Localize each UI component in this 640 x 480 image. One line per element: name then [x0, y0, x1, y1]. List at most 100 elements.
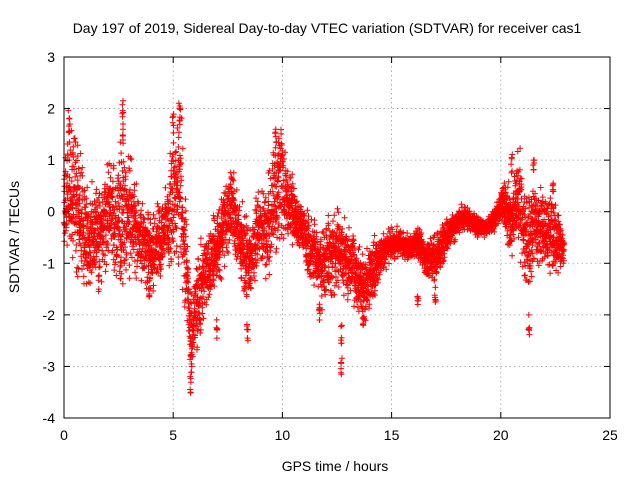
- data-point: [195, 255, 202, 262]
- data-point: [404, 230, 411, 237]
- data-point: [251, 273, 258, 279]
- data-point: [216, 254, 223, 261]
- data-point: [95, 247, 102, 253]
- data-point: [166, 262, 173, 269]
- data-point: [76, 184, 83, 191]
- data-point: [67, 217, 74, 224]
- data-point: [273, 183, 280, 190]
- data-point: [169, 119, 176, 126]
- data-point: [73, 170, 80, 177]
- data-point: [178, 177, 185, 184]
- data-point: [159, 253, 166, 260]
- data-point: [177, 155, 184, 162]
- data-point: [177, 152, 183, 159]
- data-point: [70, 143, 77, 150]
- data-point: [186, 305, 193, 312]
- data-point: [119, 168, 126, 174]
- data-point: [190, 339, 197, 346]
- data-point: [359, 251, 366, 258]
- data-point: [119, 280, 126, 287]
- data-point: [252, 277, 258, 284]
- data-point: [140, 214, 147, 221]
- data-point: [351, 303, 357, 310]
- data-point: [122, 176, 129, 183]
- data-point: [247, 274, 254, 281]
- data-point: [276, 135, 282, 142]
- data-point: [231, 197, 237, 204]
- data-point: [76, 200, 83, 207]
- data-point: [305, 266, 312, 273]
- data-point: [74, 177, 81, 184]
- data-point: [338, 359, 344, 366]
- data-point: [272, 133, 279, 140]
- data-point: [314, 239, 320, 245]
- data-point: [270, 231, 277, 238]
- data-point: [78, 169, 85, 176]
- data-point: [70, 200, 76, 207]
- data-point: [325, 212, 332, 219]
- data-point: [69, 254, 76, 261]
- data-point: [247, 280, 253, 287]
- data-point: [218, 276, 225, 282]
- data-point: [138, 207, 145, 214]
- data-point: [193, 265, 200, 272]
- data-point: [117, 181, 124, 188]
- data-point: [316, 317, 323, 323]
- data-point: [231, 188, 238, 195]
- data-point: [394, 223, 401, 230]
- data-point: [170, 238, 177, 245]
- data-point: [109, 186, 116, 193]
- data-point: [280, 235, 287, 242]
- data-point: [206, 291, 213, 298]
- data-point: [267, 247, 274, 254]
- data-point: [300, 211, 307, 218]
- data-point: [162, 201, 168, 208]
- data-point: [120, 158, 127, 165]
- data-point: [184, 272, 190, 278]
- data-point: [179, 209, 186, 216]
- data-point: [95, 194, 102, 201]
- data-point: [127, 250, 134, 257]
- data-point: [216, 249, 223, 255]
- data-point: [174, 178, 181, 185]
- data-point: [84, 184, 91, 191]
- data-point: [67, 197, 74, 203]
- data-point: [102, 232, 109, 239]
- data-point: [329, 274, 336, 281]
- data-point: [214, 213, 221, 220]
- data-point: [284, 168, 291, 175]
- data-point: [260, 190, 267, 197]
- data-point: [213, 272, 220, 279]
- data-point: [109, 247, 116, 254]
- data-point: [133, 180, 140, 187]
- data-point: [233, 186, 240, 193]
- data-point: [339, 355, 345, 362]
- data-point: [325, 263, 332, 270]
- data-point: [346, 224, 352, 231]
- data-point: [177, 195, 184, 202]
- data-point: [289, 241, 296, 248]
- data-point: [181, 240, 188, 247]
- data-point: [97, 263, 103, 270]
- data-point: [118, 192, 125, 199]
- data-point: [253, 195, 259, 202]
- y-tick-label: -2: [43, 307, 56, 323]
- data-point: [66, 174, 73, 181]
- data-point: [174, 206, 181, 213]
- data-point: [135, 200, 142, 207]
- data-point: [126, 262, 133, 269]
- data-point: [150, 282, 157, 289]
- data-point: [305, 213, 312, 220]
- data-point: [152, 215, 158, 222]
- data-point: [320, 278, 326, 285]
- data-point: [427, 235, 434, 242]
- data-point: [70, 237, 76, 244]
- data-point: [280, 162, 287, 169]
- data-point: [230, 169, 237, 176]
- data-point: [211, 217, 218, 224]
- data-point: [179, 204, 186, 211]
- data-point: [125, 214, 132, 221]
- data-point: [268, 241, 275, 248]
- data-point: [215, 266, 222, 273]
- data-point: [183, 248, 190, 255]
